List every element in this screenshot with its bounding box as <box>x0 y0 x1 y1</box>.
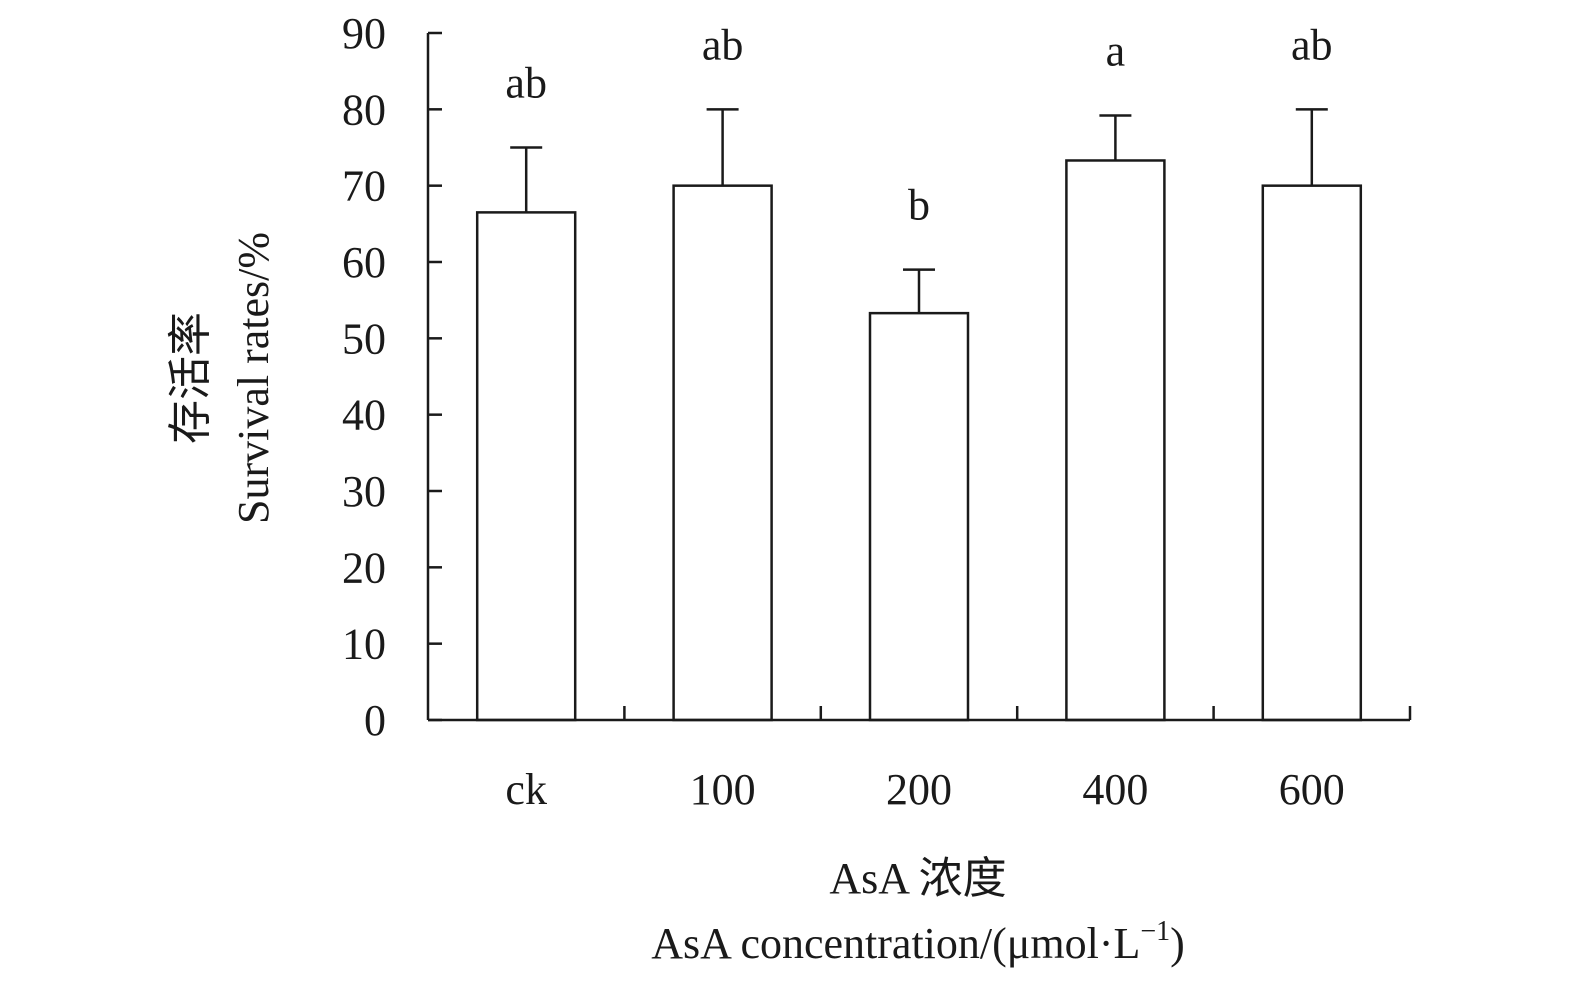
significance-label-400: a <box>1106 26 1126 75</box>
bar-100 <box>672 184 773 722</box>
bar-200 <box>868 311 970 722</box>
significance-label-ck: ab <box>505 59 547 108</box>
bar-ck <box>475 211 577 722</box>
significance-layer: ab ab b a ab <box>505 20 1332 229</box>
error-bars-layer <box>510 108 1328 314</box>
y-ticks-layer: 0 10 20 30 40 50 60 70 80 90 <box>342 9 442 745</box>
significance-label-600: ab <box>1291 20 1333 69</box>
x-axis-title-en: AsA concentration/(μmol·L−1) <box>651 916 1185 968</box>
axes-layer <box>426 33 1410 722</box>
x-axis-title-cn: AsA 浓度 <box>829 854 1006 903</box>
significance-label-200: b <box>908 181 930 230</box>
y-axis-title-en: Survival rates/% <box>229 232 278 524</box>
x-tick-label-400: 400 <box>1082 765 1148 814</box>
x-tick-label-ck: ck <box>505 765 547 814</box>
y-tick-label: 10 <box>342 620 386 669</box>
y-tick-label: 50 <box>342 314 386 363</box>
x-axis-title-en-sup: −1 <box>1140 916 1170 947</box>
bars-layer <box>475 159 1363 722</box>
y-tick-label: 90 <box>342 9 386 58</box>
y-tick-label: 0 <box>364 696 386 745</box>
x-tick-label-200: 200 <box>886 765 952 814</box>
y-tick-label: 30 <box>342 467 386 516</box>
y-tick-label: 60 <box>342 238 386 287</box>
bar-600 <box>1261 184 1363 722</box>
significance-label-100: ab <box>702 20 744 69</box>
x-tick-label-600: 600 <box>1279 765 1345 814</box>
x-tick-label-100: 100 <box>690 765 756 814</box>
x-axis-title-en-main: AsA concentration/(μmol·L <box>651 919 1140 968</box>
x-ticks-layer: ck 100 200 400 600 <box>505 706 1412 814</box>
y-tick-label: 70 <box>342 162 386 211</box>
y-tick-label: 80 <box>342 85 386 134</box>
y-axis-title-cn: 存活率 <box>166 312 215 444</box>
x-axis-title-en-end: ) <box>1170 919 1185 968</box>
bar-400 <box>1065 159 1166 722</box>
y-tick-label: 40 <box>342 391 386 440</box>
y-tick-label: 20 <box>342 543 386 592</box>
